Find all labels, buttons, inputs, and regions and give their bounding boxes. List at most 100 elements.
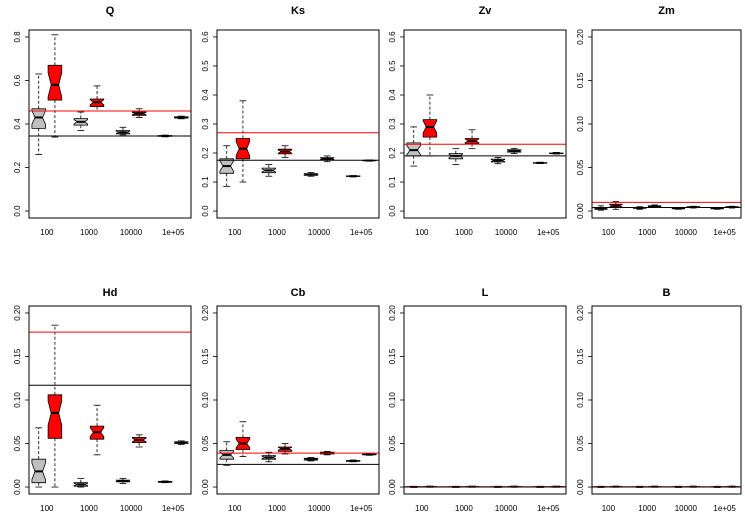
- panel-l: L 0.00 0.05 0.10 0.15 0.20 100 1000 10000 1e+05: [388, 287, 567, 513]
- x-tick-label: 100: [40, 504, 54, 513]
- box-red-10000: [319, 155, 335, 163]
- box-red-1e+05: [362, 453, 377, 456]
- panel-title: Q: [106, 5, 115, 17]
- x-tick-label: 10000: [495, 228, 518, 237]
- x-tick-label: 10000: [495, 504, 518, 513]
- box-red-100: [235, 421, 251, 457]
- x-tick-label: 1000: [638, 504, 656, 513]
- y-tick-label: 0.10: [576, 392, 585, 408]
- y-tick-label: 0.05: [388, 435, 397, 451]
- panel-title: Hd: [103, 287, 118, 299]
- y-tick-label: 0.00: [576, 203, 585, 219]
- panel-zv: Zv 0.0 0.1 0.2 0.3 0.4 0.5 0.6 100 1000 10000 1e+05: [388, 5, 567, 237]
- x-tick-label: 1e+05: [537, 504, 560, 513]
- y-tick-label: 0.00: [201, 479, 210, 495]
- box-gray-1e+05: [157, 480, 173, 484]
- box-red-10000: [131, 108, 147, 118]
- box-gray-10000: [490, 156, 506, 165]
- box-gray-1000: [448, 148, 464, 166]
- y-tick-label: 0.10: [388, 392, 397, 408]
- x-tick-label: 100: [40, 228, 54, 237]
- y-tick-label: 0.20: [201, 305, 210, 321]
- plot-frame: [216, 305, 380, 495]
- panel-b: B 0.00 0.05 0.10 0.15 0.20 100 1000 10000 1e+05: [576, 287, 742, 513]
- box-body: [31, 108, 46, 129]
- box-red-10000: [506, 147, 522, 154]
- box-gray-1000: [261, 451, 277, 463]
- box-gray-10000: [115, 126, 131, 136]
- x-tick-label: 1e+05: [713, 504, 736, 513]
- box-gray-100: [31, 73, 46, 155]
- box-red-10000: [131, 434, 147, 448]
- x-tick-label: 100: [228, 504, 242, 513]
- plot-frame: [591, 305, 742, 495]
- panel-title: B: [663, 287, 671, 299]
- y-tick-label: 0.05: [576, 435, 585, 451]
- box-gray-1e+05: [345, 459, 361, 463]
- y-tick-label: 0.15: [576, 348, 585, 364]
- x-tick-label: 1000: [80, 504, 98, 513]
- y-tick-label: 0.4: [388, 89, 397, 101]
- box-red-100: [47, 324, 63, 488]
- y-tick-label: 0.15: [13, 348, 22, 364]
- x-tick-label: 1000: [268, 228, 286, 237]
- x-tick-label: 100: [415, 228, 429, 237]
- box-gray-10000: [303, 457, 319, 462]
- x-tick-label: 10000: [120, 504, 143, 513]
- box-body: [47, 64, 63, 101]
- box-red-1e+05: [174, 440, 189, 445]
- box-gray-1000: [261, 164, 277, 177]
- y-tick-label: 0.10: [201, 392, 210, 408]
- panel-title: L: [482, 287, 489, 299]
- x-tick-label: 10000: [675, 228, 698, 237]
- y-tick-label: 0.0: [13, 205, 22, 217]
- plot-frame: [403, 29, 567, 219]
- box-body: [422, 119, 438, 138]
- x-tick-label: 1000: [80, 228, 98, 237]
- box-gray-1000: [73, 111, 88, 131]
- y-tick-label: 0.05: [201, 435, 210, 451]
- box-red-1000: [89, 85, 105, 112]
- box-red-100: [422, 94, 438, 157]
- panel-title: Ks: [291, 5, 305, 17]
- y-tick-label: 0.6: [388, 31, 397, 43]
- y-tick-label: 0.5: [388, 60, 397, 72]
- y-tick-label: 0.4: [13, 118, 22, 130]
- x-tick-label: 1e+05: [350, 504, 373, 513]
- y-tick-label: 0.1: [201, 176, 210, 188]
- box-red-1e+05: [174, 115, 189, 120]
- x-tick-label: 100: [415, 504, 429, 513]
- y-tick-label: 0.8: [13, 31, 22, 43]
- box-gray-100: [219, 145, 234, 187]
- x-tick-label: 1e+05: [162, 228, 185, 237]
- y-tick-label: 0.15: [388, 348, 397, 364]
- panel-hd: Hd 0.00 0.05 0.10 0.15 0.20 100 1000 10000 1e+05: [13, 287, 192, 513]
- plot-frame: [403, 305, 567, 495]
- y-tick-label: 0.00: [576, 479, 585, 495]
- box-gray-10000: [303, 172, 319, 177]
- box-red-100: [235, 100, 251, 183]
- y-tick-label: 0.1: [388, 176, 397, 188]
- y-tick-label: 0.4: [201, 89, 210, 101]
- y-tick-label: 0.2: [201, 147, 210, 159]
- box-gray-1e+05: [532, 161, 548, 164]
- x-tick-label: 100: [602, 504, 616, 513]
- x-tick-label: 1e+05: [537, 228, 560, 237]
- y-tick-label: 0.00: [13, 479, 22, 495]
- y-tick-label: 0.05: [13, 435, 22, 451]
- plot-frame: [28, 29, 192, 219]
- plot-frame: [28, 305, 192, 495]
- box-gray-100: [406, 126, 421, 167]
- box-red-1000: [464, 129, 480, 150]
- box-gray-1e+05: [345, 175, 361, 178]
- y-tick-label: 0.3: [388, 118, 397, 130]
- box-red-1000: [89, 404, 105, 456]
- panel-title: Cb: [291, 287, 306, 299]
- box-red-1e+05: [549, 152, 564, 155]
- x-tick-label: 1e+05: [162, 504, 185, 513]
- panel-title: Zv: [479, 5, 493, 17]
- y-tick-label: 0.6: [13, 74, 22, 86]
- y-tick-label: 0.6: [201, 31, 210, 43]
- y-tick-label: 0.5: [201, 60, 210, 72]
